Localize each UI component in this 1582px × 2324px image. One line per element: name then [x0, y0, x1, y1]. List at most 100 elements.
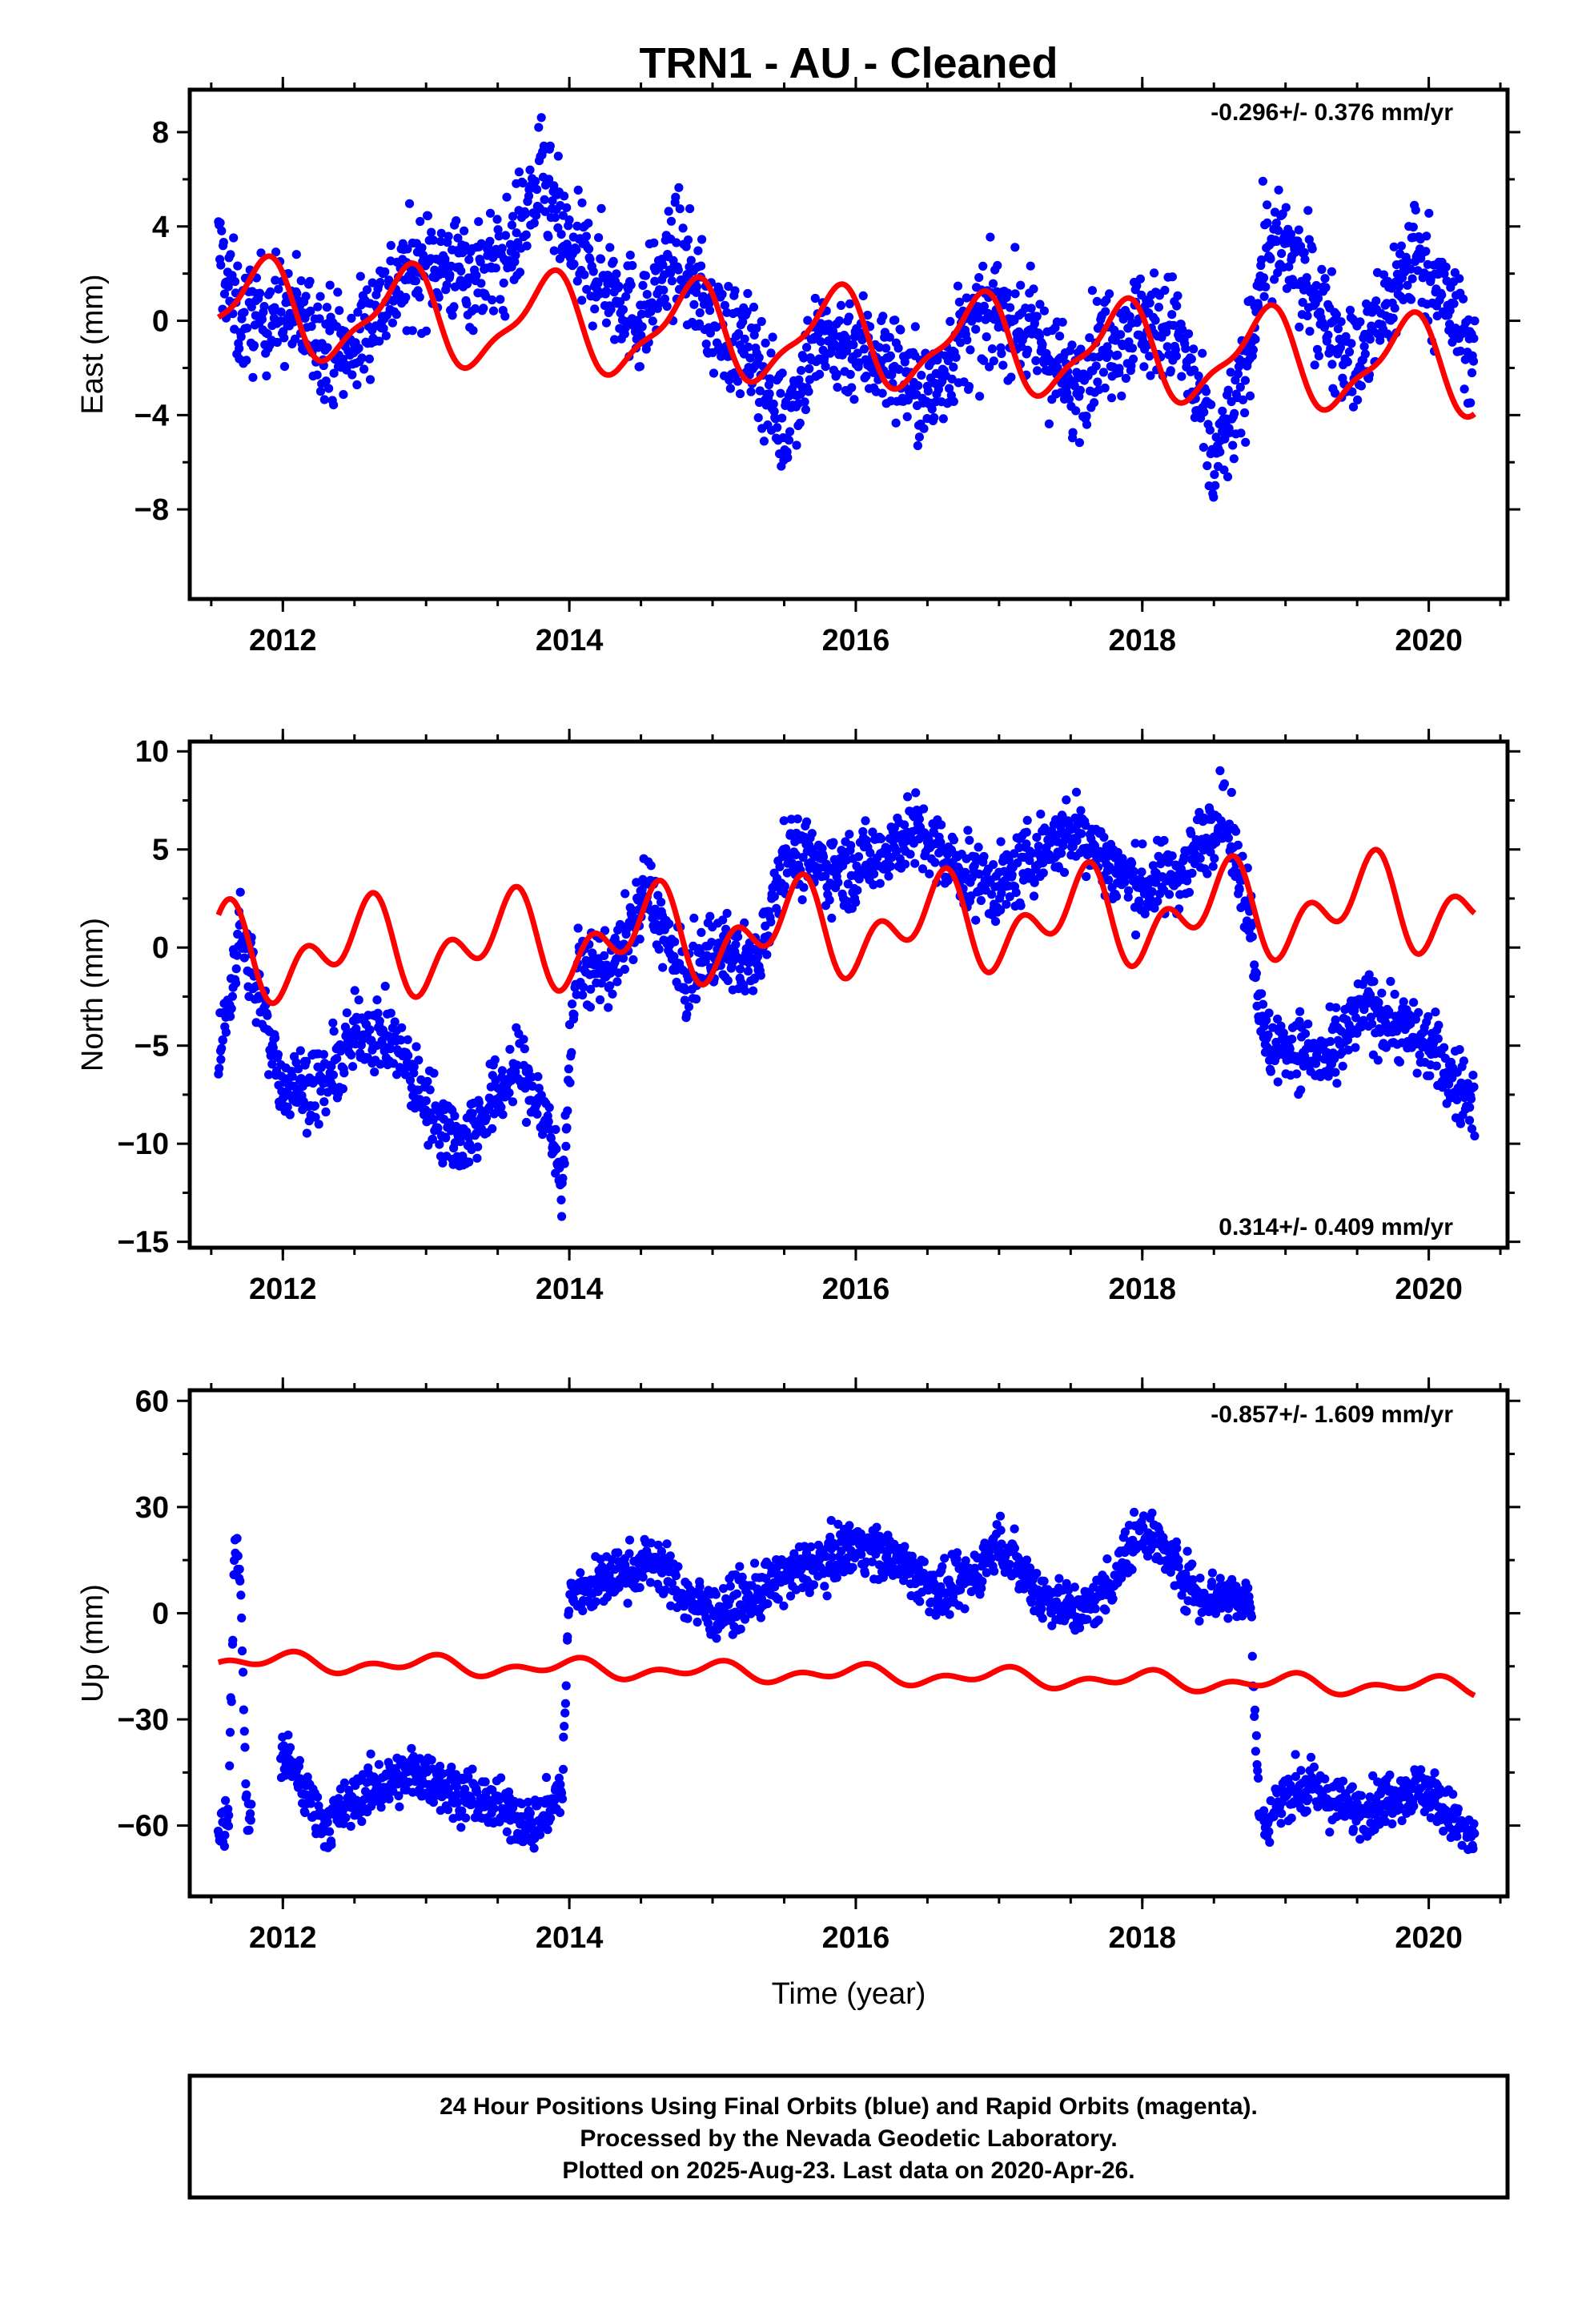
data-point [386, 1043, 396, 1054]
data-point [1034, 842, 1043, 851]
data-point [901, 859, 910, 869]
data-point [640, 271, 651, 280]
data-point [1455, 274, 1464, 283]
data-point [742, 307, 752, 316]
data-point [521, 1117, 532, 1128]
data-point [723, 975, 733, 986]
data-point [1396, 241, 1406, 251]
data-point [809, 1580, 819, 1590]
data-point [558, 1764, 568, 1774]
data-point [229, 233, 239, 243]
data-point [1273, 1014, 1283, 1024]
data-point [1291, 247, 1300, 257]
data-point [1087, 286, 1097, 296]
data-point [1238, 395, 1248, 404]
data-point [447, 1763, 456, 1772]
data-point [1279, 1028, 1288, 1038]
data-point [392, 1070, 402, 1080]
data-point [1421, 247, 1431, 256]
data-point [353, 308, 363, 317]
data-point [1284, 262, 1294, 271]
data-point [1285, 1044, 1295, 1054]
data-point [736, 1624, 745, 1634]
data-point [1032, 833, 1042, 842]
data-point [404, 1051, 413, 1060]
data-point [452, 1789, 462, 1799]
data-point [235, 344, 244, 353]
data-point [974, 842, 983, 852]
data-point [701, 340, 711, 349]
data-point [891, 418, 901, 428]
data-point [464, 255, 474, 264]
data-point [403, 1035, 412, 1044]
data-point [1262, 1015, 1271, 1025]
data-point [520, 210, 530, 219]
data-point [693, 246, 703, 255]
data-point [1085, 333, 1094, 343]
data-point [553, 151, 563, 161]
data-point [329, 1027, 339, 1036]
data-point [1294, 225, 1303, 235]
data-point [1074, 438, 1084, 448]
data-point [635, 1582, 644, 1592]
data-point [1406, 264, 1415, 274]
data-point [1228, 440, 1238, 450]
data-point [428, 1798, 439, 1807]
data-point [730, 286, 740, 296]
data-point [673, 1562, 683, 1571]
data-point [555, 1807, 565, 1817]
data-point [954, 297, 964, 307]
data-point [986, 232, 995, 242]
data-point [660, 294, 670, 304]
data-point [396, 1035, 406, 1045]
data-point [1150, 268, 1159, 278]
data-point [302, 1056, 311, 1066]
data-point [896, 325, 905, 335]
data-point [532, 211, 541, 220]
data-point [1022, 815, 1032, 825]
data-point [784, 436, 794, 445]
data-point [667, 1578, 677, 1588]
data-point [508, 211, 518, 221]
data-point [474, 1098, 484, 1108]
data-point [1455, 1045, 1464, 1055]
data-point [1263, 218, 1272, 227]
data-point [295, 1046, 305, 1055]
data-point [596, 254, 606, 264]
data-point [743, 967, 753, 976]
data-point [1302, 273, 1311, 283]
data-point [462, 299, 472, 308]
data-point [496, 1773, 506, 1783]
data-point [763, 1599, 773, 1609]
data-point [996, 837, 1006, 846]
data-point [341, 1813, 351, 1823]
data-point [656, 897, 666, 907]
data-point [735, 389, 745, 399]
data-point [832, 1573, 841, 1582]
data-point [541, 1772, 552, 1783]
data-point [390, 1017, 400, 1027]
data-point [762, 950, 772, 959]
data-point [1449, 299, 1459, 308]
data-point [1326, 1036, 1335, 1047]
data-point [717, 289, 727, 299]
north-x-tick-label: 2018 [1108, 1273, 1176, 1306]
data-point [226, 250, 235, 259]
data-point [544, 175, 554, 184]
data-point [247, 1799, 256, 1809]
data-point [818, 852, 829, 862]
data-point [1215, 447, 1225, 457]
data-point [1375, 1027, 1385, 1037]
data-point [986, 1554, 996, 1563]
data-point [743, 288, 753, 299]
data-point [648, 316, 657, 326]
data-point [766, 917, 776, 927]
data-point [1025, 856, 1034, 866]
data-point [865, 848, 875, 858]
data-point [684, 1002, 694, 1011]
data-point [546, 1813, 556, 1823]
data-point [449, 302, 459, 312]
data-point [425, 1085, 435, 1095]
data-point [1127, 858, 1137, 868]
data-point [360, 1787, 371, 1796]
